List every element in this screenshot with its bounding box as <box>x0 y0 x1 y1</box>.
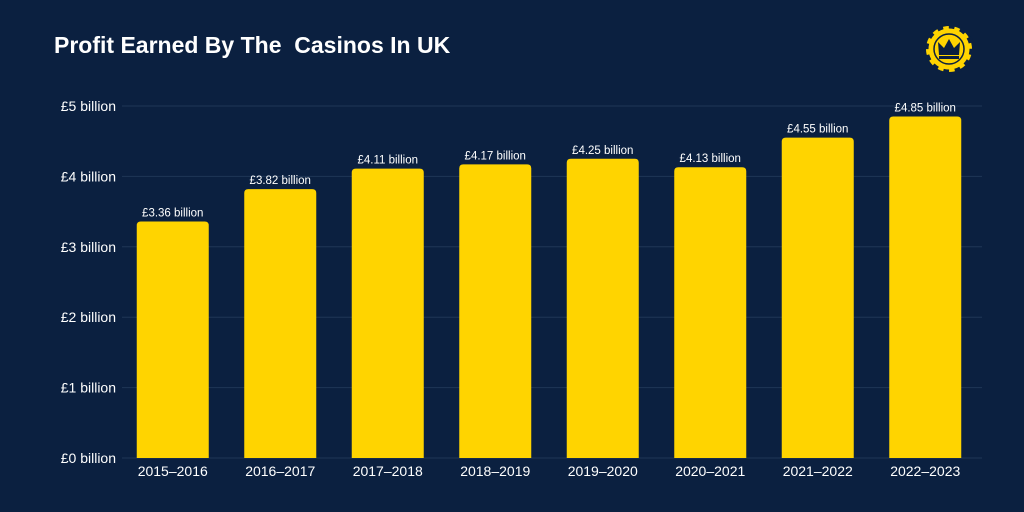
bar <box>566 158 639 459</box>
x-tick-label: 2015–2016 <box>138 463 208 479</box>
y-tick-label: £4 billion <box>61 168 116 184</box>
x-tick-label: 2021–2022 <box>783 463 853 479</box>
bar-data-label: £4.55 billion <box>787 124 848 136</box>
bar-data-label: £3.36 billion <box>142 207 203 219</box>
chart-title: Profit Earned By The Casinos In UK <box>54 32 451 58</box>
x-tick-label: 2022–2023 <box>890 463 960 479</box>
bar <box>244 189 317 458</box>
crown-chip-icon <box>923 23 975 75</box>
y-tick-label: £0 billion <box>61 450 116 466</box>
bar-data-label: £4.11 billion <box>357 155 418 167</box>
bar-data-label: £4.25 billion <box>572 145 633 157</box>
y-tick-label: £1 billion <box>61 380 116 396</box>
y-tick-label: £2 billion <box>61 309 116 325</box>
x-tick-label: 2018–2019 <box>460 463 530 479</box>
bar <box>674 167 747 459</box>
bar-data-label: £4.85 billion <box>895 103 956 115</box>
crown-chip-graphic <box>923 23 975 75</box>
bar-data-label: £4.17 billion <box>465 150 526 162</box>
bar-data-label: £4.13 billion <box>680 153 741 165</box>
y-tick-label: £3 billion <box>61 239 116 255</box>
bar-data-label: £3.82 billion <box>250 175 311 187</box>
bar <box>781 137 854 458</box>
bar <box>459 164 532 458</box>
x-tick-label: 2017–2018 <box>353 463 423 479</box>
bar <box>351 168 424 458</box>
y-tick-label: £5 billion <box>61 98 116 114</box>
x-tick-label: 2020–2021 <box>675 463 745 479</box>
x-tick-label: 2019–2020 <box>568 463 638 479</box>
x-tick-label: 2016–2017 <box>245 463 315 479</box>
bar <box>889 116 962 458</box>
bar <box>136 221 209 458</box>
